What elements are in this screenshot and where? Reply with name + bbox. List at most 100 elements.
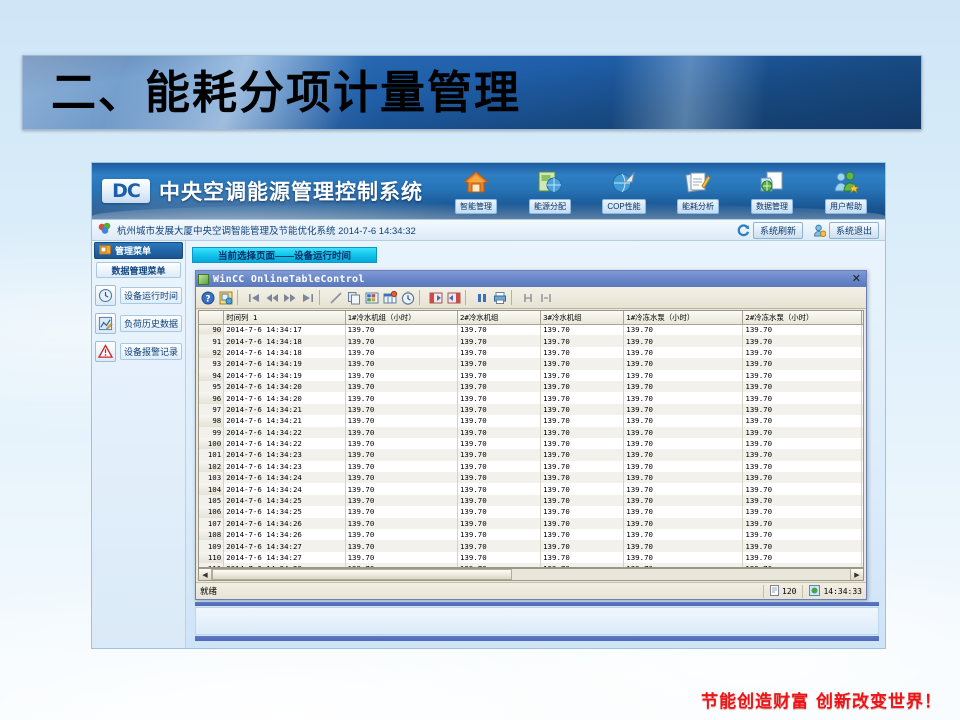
table-row[interactable]: 97 2014-7-6 14:34:21 139.70 139.70 139.70 139… xyxy=(199,403,863,416)
table-header-cell[interactable]: 3#冷水机组 xyxy=(540,311,625,325)
table-cell-value: 139.70 xyxy=(457,563,542,567)
help-icon[interactable]: ? xyxy=(199,289,216,306)
table-row-number: 104 xyxy=(199,483,225,495)
pause-icon[interactable] xyxy=(473,289,490,306)
table-row[interactable]: 102 2014-7-6 14:34:23 139.70 139.70 139.70 13… xyxy=(199,460,863,473)
table-header-rownum[interactable] xyxy=(199,311,225,325)
table-cell-value: 139.70 xyxy=(345,540,458,552)
table-cell-value: 139.70 xyxy=(861,403,863,416)
table-cell-value: 139.70 xyxy=(742,472,863,484)
header-tool-user-help[interactable]: 用户帮助 xyxy=(815,168,877,214)
expand-icon[interactable] xyxy=(519,289,536,306)
table-row-number: 109 xyxy=(199,540,225,552)
table-row[interactable]: 1112014-7-6 14:34:28139.70139.70139.7013… xyxy=(199,563,863,567)
table-row-number: 106 xyxy=(199,506,225,518)
last-record-icon[interactable] xyxy=(299,289,316,306)
toolbar-separator xyxy=(237,290,242,305)
table-row[interactable]: 90 2014-7-6 14:34:17 139.70 139.70 139.70 139… xyxy=(199,324,863,336)
sidebar-item-load-history[interactable]: 负荷历史数据 xyxy=(95,313,182,334)
table-row[interactable]: 107 2014-7-6 14:34:26 139.70 139.70 139.70 13… xyxy=(199,517,863,530)
toolbar-separator xyxy=(511,290,516,305)
table-cell-value: 139.70 xyxy=(540,415,625,427)
table-header-cell[interactable]: 1#冷水机组（小时） xyxy=(345,311,458,325)
table-row[interactable]: 93 2014-7-6 14:34:19 139.70 139.70 139.70 139… xyxy=(199,358,863,370)
table-row[interactable]: 109 2014-7-6 14:34:27 139.70 139.70 139.70 13… xyxy=(199,540,863,552)
table-row[interactable]: 98 2014-7-6 14:34:21 139.70 139.70 139.70 139… xyxy=(199,415,863,427)
content-area: 当前选择页面——设备运行时间 WinCC OnlineTableControl … xyxy=(186,241,885,648)
column-config-icon[interactable] xyxy=(381,289,398,306)
edit-line-icon[interactable] xyxy=(327,289,344,306)
close-icon[interactable]: ✕ xyxy=(851,272,861,285)
table-row[interactable]: 91 2014-7-6 14:34:18 139.70 139.70 139.70 139… xyxy=(199,335,863,347)
table-row[interactable]: 96 2014-7-6 14:34:20 139.70 139.70 139.70 139… xyxy=(199,392,863,404)
data-table-container[interactable]: 时间列 1 1#冷水机组（小时） 2#冷水机组 3#冷水机组 1#冷冻水泵（小时） 2#冷… xyxy=(198,310,864,568)
scroll-left-icon[interactable]: ◀ xyxy=(199,569,212,580)
scroll-right-icon[interactable]: ▶ xyxy=(850,569,863,580)
table-cell-value: 139.70 xyxy=(742,415,863,427)
sidebar-item-device-runtime[interactable]: 设备运行时间 xyxy=(95,285,182,306)
table-row[interactable]: 100 2014-7-6 14:34:22 139.70 139.70 139.70 13… xyxy=(199,437,863,450)
properties-icon[interactable] xyxy=(217,289,234,306)
print-icon[interactable] xyxy=(491,289,508,306)
scrollbar-thumb[interactable] xyxy=(212,569,512,580)
table-row[interactable]: 92 2014-7-6 14:34:18 139.70 139.70 139.70 139… xyxy=(199,346,863,359)
next-record-icon[interactable] xyxy=(281,289,298,306)
table-header-cell[interactable]: 时间列 1 xyxy=(223,311,346,325)
prev-record-icon[interactable] xyxy=(263,289,280,306)
table-cell-value: 139.70 xyxy=(623,517,744,530)
table-row-number: 110 xyxy=(199,551,225,564)
table-row[interactable]: 104 2014-7-6 14:34:24 139.70 139.70 139.70 13… xyxy=(199,483,863,495)
table-cell-time: 2014-7-6 14:34:20 xyxy=(223,380,346,393)
table-cell-value: 139.70 xyxy=(623,449,744,461)
table-horizontal-scrollbar[interactable]: ◀ ▶ xyxy=(198,568,864,581)
time-selection-icon[interactable] xyxy=(399,289,416,306)
table-cell-value: 139.70 xyxy=(742,392,863,404)
table-row[interactable]: 110 2014-7-6 14:34:27 139.70 139.70 139.70 13… xyxy=(199,551,863,564)
header-tool-data-management[interactable]: 数据管理 xyxy=(741,168,803,214)
table-cell-value: 139.70 xyxy=(457,369,542,381)
first-record-icon[interactable] xyxy=(245,289,262,306)
chart-pen-icon xyxy=(95,313,116,334)
table-row[interactable]: 108 2014-7-6 14:34:26 139.70 139.70 139.70 13… xyxy=(199,529,863,541)
select-columns-icon[interactable] xyxy=(363,289,380,306)
wincc-title-bar[interactable]: WinCC OnlineTableControl ✕ xyxy=(196,271,866,287)
sidebar-item-device-alarms[interactable]: 设备报警记录 xyxy=(95,341,182,362)
table-row[interactable]: 103 2014-7-6 14:34:24 139.70 139.70 139.70 13… xyxy=(199,472,863,484)
table-row[interactable]: 95 2014-7-6 14:34:20 139.70 139.70 139.70 139… xyxy=(199,380,863,393)
table-row[interactable]: 105 2014-7-6 14:34:25 139.70 139.70 139.70 13… xyxy=(199,494,863,507)
table-header-cell[interactable]: 3#冷冻水泵（小时） xyxy=(861,311,863,325)
header-tool-cop-performance[interactable]: COP性能 xyxy=(593,168,655,214)
copy-icon[interactable] xyxy=(345,289,362,306)
table-row[interactable]: 99 2014-7-6 14:34:22 139.70 139.70 139.70 139… xyxy=(199,426,863,438)
table-cell-time: 2014-7-6 14:34:23 xyxy=(223,449,346,461)
table-cell-value: 139.70 xyxy=(623,483,744,495)
table-row[interactable]: 101 2014-7-6 14:34:23 139.70 139.70 139.70 13… xyxy=(199,449,863,461)
collapse-icon[interactable] xyxy=(537,289,554,306)
table-cell-value: 139.70 xyxy=(742,403,863,416)
table-cell-value: 139.70 xyxy=(623,529,744,541)
table-cell-value: 139.70 xyxy=(540,369,625,381)
sidebar-header: 管理菜单 xyxy=(94,242,183,259)
import-icon[interactable] xyxy=(427,289,444,306)
table-row[interactable]: 94 2014-7-6 14:34:19 139.70 139.70 139.70 139… xyxy=(199,369,863,381)
dc-logo: DC xyxy=(102,179,150,203)
table-cell-value: 139.70 xyxy=(623,392,744,404)
content-bottom-panel xyxy=(195,607,879,635)
table-header-cell[interactable]: 2#冷水机组 xyxy=(457,311,542,325)
table-cell-time: 2014-7-6 14:34:25 xyxy=(223,494,346,507)
header-tool-smart-management[interactable]: 智能管理 xyxy=(445,168,507,214)
header-toolbar: 智能管理 能源分配 xyxy=(445,168,877,214)
table-row[interactable]: 106 2014-7-6 14:34:25 139.70 139.70 139.70 13… xyxy=(199,506,863,518)
runtime-data-table: 时间列 1 1#冷水机组（小时） 2#冷水机组 3#冷水机组 1#冷冻水泵（小时） 2#冷… xyxy=(199,311,863,567)
energy-analysis-icon xyxy=(667,168,729,196)
export-icon[interactable] xyxy=(445,289,462,306)
table-header: 时间列 1 1#冷水机组（小时） 2#冷水机组 3#冷水机组 1#冷冻水泵（小时） 2#冷… xyxy=(199,311,863,325)
system-refresh-button[interactable]: 系统刷新 xyxy=(737,221,803,239)
table-header-cell[interactable]: 1#冷冻水泵（小时） xyxy=(623,311,744,325)
system-exit-button[interactable]: 系统退出 xyxy=(813,221,879,239)
header-tool-energy-distribution[interactable]: 能源分配 xyxy=(519,168,581,214)
table-header-cell[interactable]: 2#冷冻水泵（小时） xyxy=(742,311,863,325)
header-tool-energy-analysis[interactable]: 能耗分析 xyxy=(667,168,729,214)
table-cell-value: 139.70 xyxy=(861,324,863,336)
exit-user-icon xyxy=(813,224,826,237)
